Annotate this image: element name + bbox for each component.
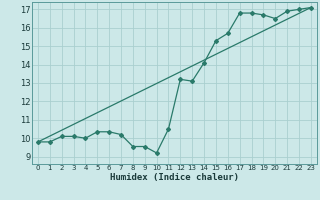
- X-axis label: Humidex (Indice chaleur): Humidex (Indice chaleur): [110, 173, 239, 182]
